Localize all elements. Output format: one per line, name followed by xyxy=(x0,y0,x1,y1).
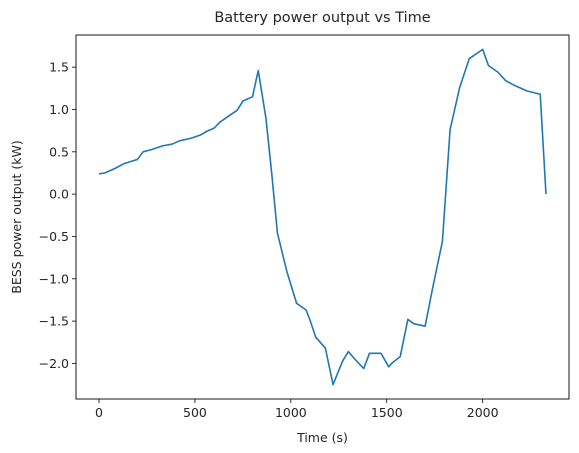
y-tick-label: −0.5 xyxy=(39,229,69,244)
x-tick-label: 1500 xyxy=(371,405,403,420)
x-tick-label: 500 xyxy=(183,405,207,420)
y-tick-label: 0.5 xyxy=(49,144,69,159)
y-axis: −2.0 −1.5 −1.0 −0.5 0.0 0.5 1.0 1.5 xyxy=(39,60,76,371)
y-tick-label: 1.5 xyxy=(49,60,69,75)
y-tick-label: −1.0 xyxy=(39,271,69,286)
y-tick-label: −1.5 xyxy=(39,314,69,329)
series-line xyxy=(98,48,547,386)
plot-frame xyxy=(75,34,570,400)
plot-area xyxy=(76,35,569,399)
x-tick-label: 1000 xyxy=(275,405,307,420)
x-axis: 0 500 1000 1500 2000 xyxy=(95,399,499,420)
series-group xyxy=(98,48,547,386)
x-axis-label: Time (s) xyxy=(296,430,348,445)
chart-title: Battery power output vs Time xyxy=(214,10,430,26)
y-tick-label: −2.0 xyxy=(39,356,69,371)
x-tick-label: 0 xyxy=(95,405,103,420)
y-axis-label: BESS power output (kW) xyxy=(9,140,24,293)
x-tick-label: 2000 xyxy=(467,405,499,420)
y-tick-label: 1.0 xyxy=(49,102,69,117)
y-tick-label: 0.0 xyxy=(49,187,69,202)
